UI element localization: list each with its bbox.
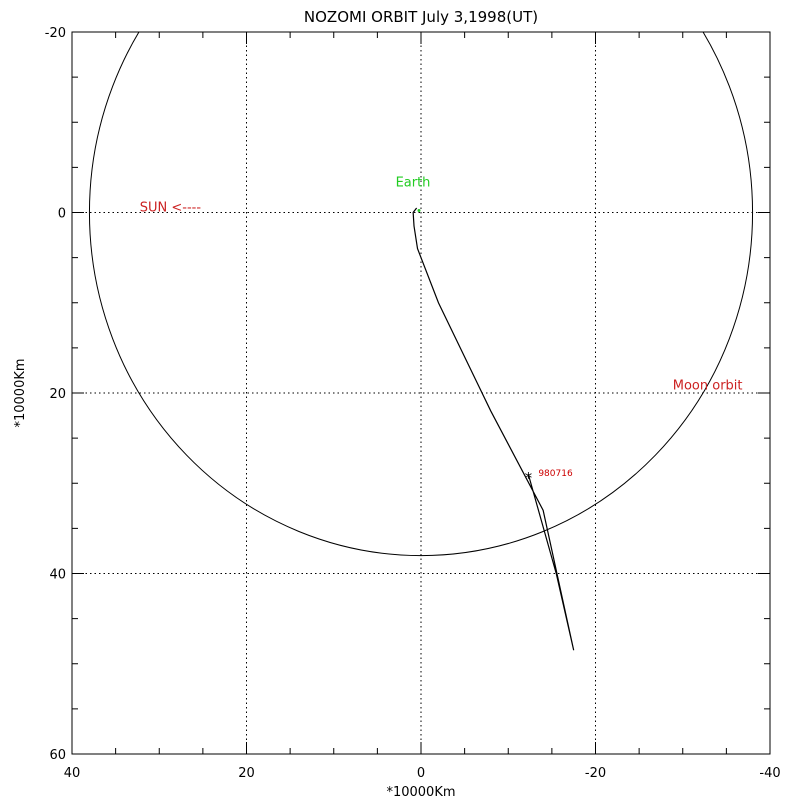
y-tick-labels: -20 0 20 40 60 [45, 26, 66, 763]
endpoint-date-label: 980716 [538, 469, 573, 479]
earth-marker [417, 209, 421, 212]
sun-label: SUN <---- [140, 201, 202, 216]
x-tick-label: 40 [64, 766, 81, 781]
moon-orbit-label: Moon orbit [673, 378, 743, 393]
y-tick-label: 60 [49, 748, 66, 763]
nozomi-trajectory [412, 207, 575, 651]
y-tick-label: -20 [45, 26, 66, 41]
plot-frame [71, 31, 771, 755]
x-tick-label: -40 [759, 766, 780, 781]
y-tick-label: 0 [58, 207, 66, 222]
grid-lines [72, 32, 770, 754]
x-tick-labels: 40 20 0 -20 -40 [64, 766, 781, 781]
y-tick-label: 40 [49, 568, 66, 583]
x-axis-label: *10000Km [386, 785, 455, 800]
x-tick-label: -20 [585, 766, 606, 781]
chart-title: NOZOMI ORBIT July 3,1998(UT) [304, 8, 538, 26]
moon-orbit-circle [88, 32, 754, 556]
x-tick-label: 20 [238, 766, 255, 781]
y-axis-label: *10000Km [13, 358, 28, 427]
x-tick-label: 0 [417, 766, 425, 781]
y-tick-label: 20 [49, 387, 66, 402]
earth-label: Earth [396, 176, 431, 191]
endpoint-marker: * [525, 469, 533, 487]
